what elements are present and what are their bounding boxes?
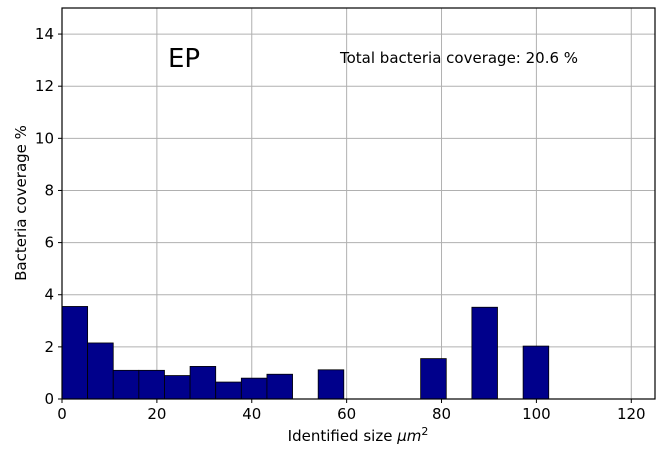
y-axis-label: Bacteria coverage % [12,125,30,281]
histogram-bar [189,366,217,400]
annotation-total-coverage: Total bacteria coverage: 20.6 % [339,49,578,67]
x-tick-label: 40 [242,405,261,423]
y-tick-label: 10 [35,129,54,147]
plot-frame [61,7,656,400]
histogram-bar [317,369,345,400]
x-tick-label: 100 [522,405,551,423]
x-tick-label: 120 [617,405,646,423]
x-tick-label: 60 [337,405,356,423]
x-tick-label: 20 [147,405,166,423]
y-tick-label: 12 [35,77,54,95]
x-tick-label: 80 [432,405,451,423]
y-tick-label: 6 [44,234,54,252]
grid-lines [61,8,655,400]
y-tick-label: 0 [44,390,54,408]
histogram-bar [420,358,447,400]
histogram-bar [215,381,242,400]
axis-ticks: 0 20 40 60 80 100 120 0 2 4 6 8 10 12 14 [35,25,646,423]
histogram-bar [471,306,498,400]
histogram-bar [266,373,293,400]
histogram-bar [240,377,268,400]
histogram-bar [112,369,140,400]
y-tick-label: 2 [44,338,54,356]
histogram-bar [138,369,165,400]
y-tick-label: 8 [44,181,54,199]
y-tick-label: 4 [44,286,54,304]
annotation-ep: EP [168,44,200,74]
bars [61,306,550,400]
histogram-bar [87,342,114,400]
histogram-bar [61,306,89,400]
x-tick-label: 0 [57,405,67,423]
histogram-bar [522,345,550,400]
y-tick-label: 14 [35,25,54,43]
x-axis-label: Identified size μm2 [288,425,429,445]
histogram-bar [164,375,191,400]
